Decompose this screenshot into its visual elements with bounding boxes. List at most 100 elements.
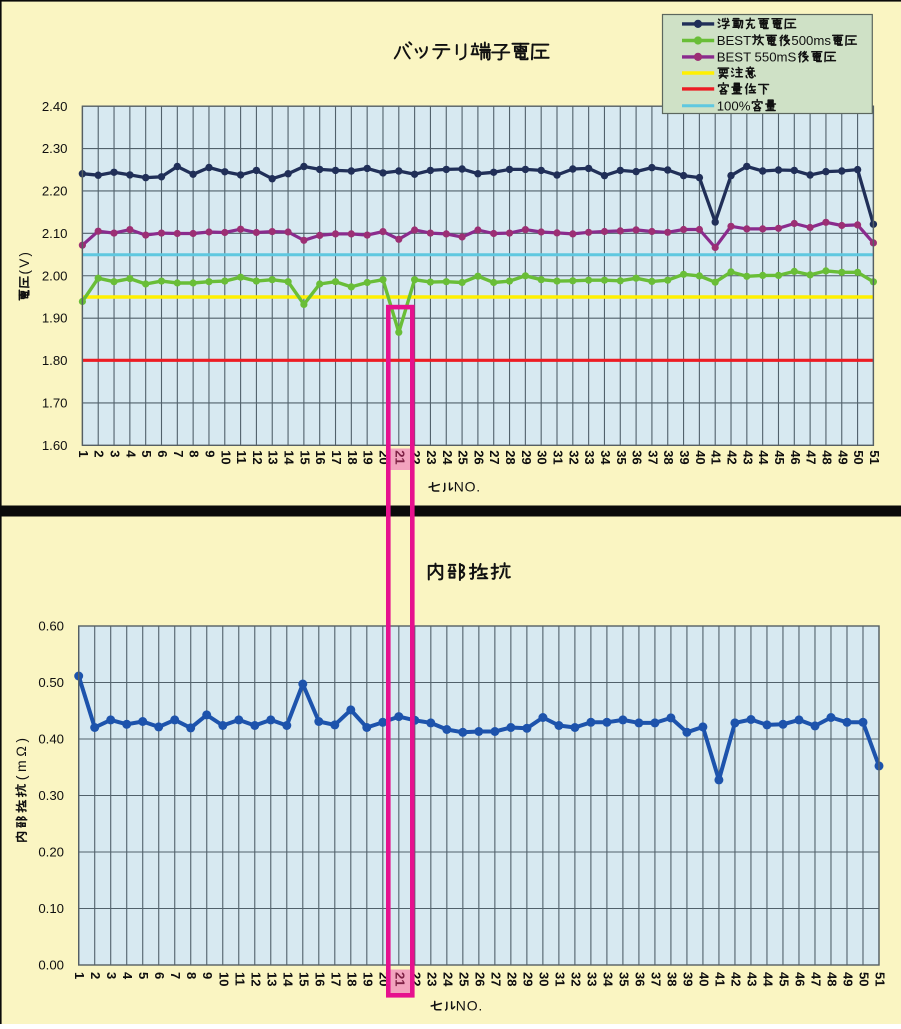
- svg-text:43: 43: [740, 450, 755, 464]
- svg-text:10: 10: [218, 450, 233, 464]
- svg-text:1: 1: [72, 972, 87, 979]
- svg-text:1.90: 1.90: [42, 311, 68, 326]
- svg-text:16: 16: [313, 450, 328, 464]
- svg-text:24: 24: [440, 972, 455, 987]
- svg-text:1.60: 1.60: [42, 438, 68, 453]
- svg-text:41: 41: [709, 450, 724, 464]
- svg-text:14: 14: [280, 972, 295, 987]
- svg-text:36: 36: [630, 450, 645, 464]
- svg-text:10: 10: [216, 972, 231, 986]
- svg-text:13: 13: [266, 450, 281, 464]
- svg-text:15: 15: [296, 972, 311, 986]
- svg-text:33: 33: [584, 972, 599, 986]
- svg-text:45: 45: [777, 972, 792, 986]
- svg-text:7: 7: [171, 450, 186, 457]
- svg-text:3: 3: [104, 972, 119, 979]
- svg-text:39: 39: [680, 972, 695, 986]
- svg-text:12: 12: [250, 450, 265, 464]
- svg-text:7: 7: [168, 972, 183, 979]
- svg-text:33: 33: [582, 450, 597, 464]
- svg-text:14: 14: [282, 450, 297, 465]
- svg-text:51: 51: [873, 972, 888, 986]
- svg-text:16: 16: [312, 972, 327, 986]
- svg-text:0.30: 0.30: [38, 788, 64, 803]
- svg-text:0.60: 0.60: [38, 619, 64, 634]
- svg-text:11: 11: [234, 450, 249, 464]
- svg-text:(V): (V): [17, 250, 32, 275]
- svg-text:49: 49: [841, 972, 856, 986]
- svg-text:51: 51: [867, 450, 882, 464]
- svg-text:11: 11: [232, 972, 247, 986]
- svg-text:50: 50: [857, 972, 872, 986]
- svg-text:2.10: 2.10: [42, 226, 68, 241]
- svg-text:48: 48: [825, 972, 840, 986]
- svg-text:21: 21: [392, 450, 407, 464]
- svg-text:0.10: 0.10: [38, 901, 64, 916]
- svg-text:9: 9: [203, 450, 218, 457]
- svg-text:34: 34: [598, 450, 613, 465]
- svg-text:37: 37: [645, 450, 660, 464]
- svg-text:17: 17: [328, 972, 343, 986]
- svg-text:1.70: 1.70: [42, 396, 68, 411]
- svg-text:44: 44: [761, 972, 776, 987]
- svg-text:31: 31: [552, 972, 567, 986]
- svg-text:30: 30: [535, 450, 550, 464]
- svg-text:46: 46: [793, 972, 808, 986]
- svg-text:29: 29: [519, 450, 534, 464]
- svg-text:40: 40: [696, 972, 711, 986]
- svg-text:46: 46: [788, 450, 803, 464]
- svg-text:32: 32: [568, 972, 583, 986]
- svg-text:13: 13: [264, 972, 279, 986]
- svg-text:2.20: 2.20: [42, 184, 68, 199]
- svg-text:39: 39: [677, 450, 692, 464]
- svg-text:9: 9: [200, 972, 215, 979]
- svg-text:3: 3: [108, 450, 123, 457]
- svg-text:0.50: 0.50: [38, 675, 64, 690]
- svg-text:18: 18: [344, 972, 359, 986]
- svg-text:28: 28: [503, 450, 518, 464]
- svg-text:28: 28: [504, 972, 519, 986]
- svg-text:26: 26: [471, 450, 486, 464]
- svg-text:500ms: 500ms: [791, 33, 831, 48]
- svg-text:15: 15: [297, 450, 312, 464]
- svg-text:27: 27: [488, 972, 503, 986]
- svg-text:45: 45: [772, 450, 787, 464]
- svg-text:37: 37: [648, 972, 663, 986]
- svg-text:6: 6: [152, 972, 167, 979]
- svg-text:5: 5: [136, 972, 151, 979]
- svg-text:19: 19: [360, 972, 375, 986]
- svg-text:2.30: 2.30: [42, 141, 68, 156]
- svg-text:43: 43: [745, 972, 760, 986]
- svg-text:42: 42: [725, 450, 740, 464]
- svg-text:41: 41: [712, 972, 727, 986]
- svg-text:34: 34: [600, 972, 615, 987]
- svg-text:48: 48: [819, 450, 834, 464]
- svg-text:1: 1: [76, 450, 91, 457]
- svg-text:100%: 100%: [717, 98, 751, 113]
- svg-text:47: 47: [809, 972, 824, 986]
- svg-text:29: 29: [520, 972, 535, 986]
- svg-text:23: 23: [424, 450, 439, 464]
- svg-text:36: 36: [632, 972, 647, 986]
- svg-text:49: 49: [835, 450, 850, 464]
- svg-text:50: 50: [851, 450, 866, 464]
- svg-text:18: 18: [345, 450, 360, 464]
- svg-text:NO.: NO.: [454, 479, 481, 495]
- svg-text:30: 30: [536, 972, 551, 986]
- svg-text:21: 21: [392, 972, 407, 986]
- svg-text:40: 40: [693, 450, 708, 464]
- svg-text:(mΩ): (mΩ): [13, 734, 29, 780]
- svg-text:4: 4: [120, 972, 135, 980]
- svg-text:8: 8: [187, 450, 202, 457]
- svg-text:23: 23: [424, 972, 439, 986]
- svg-text:42: 42: [728, 972, 743, 986]
- svg-text:24: 24: [440, 450, 455, 465]
- svg-text:25: 25: [456, 972, 471, 986]
- svg-text:31: 31: [551, 450, 566, 464]
- svg-text:NO.: NO.: [456, 997, 483, 1013]
- svg-text:35: 35: [614, 450, 629, 464]
- svg-text:12: 12: [248, 972, 263, 986]
- svg-text:6: 6: [155, 450, 170, 457]
- svg-text:19: 19: [361, 450, 376, 464]
- svg-text:17: 17: [329, 450, 344, 464]
